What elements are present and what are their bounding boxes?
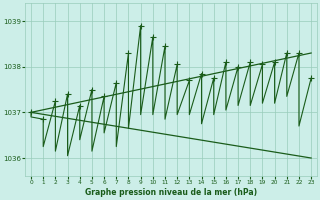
X-axis label: Graphe pression niveau de la mer (hPa): Graphe pression niveau de la mer (hPa) — [85, 188, 257, 197]
